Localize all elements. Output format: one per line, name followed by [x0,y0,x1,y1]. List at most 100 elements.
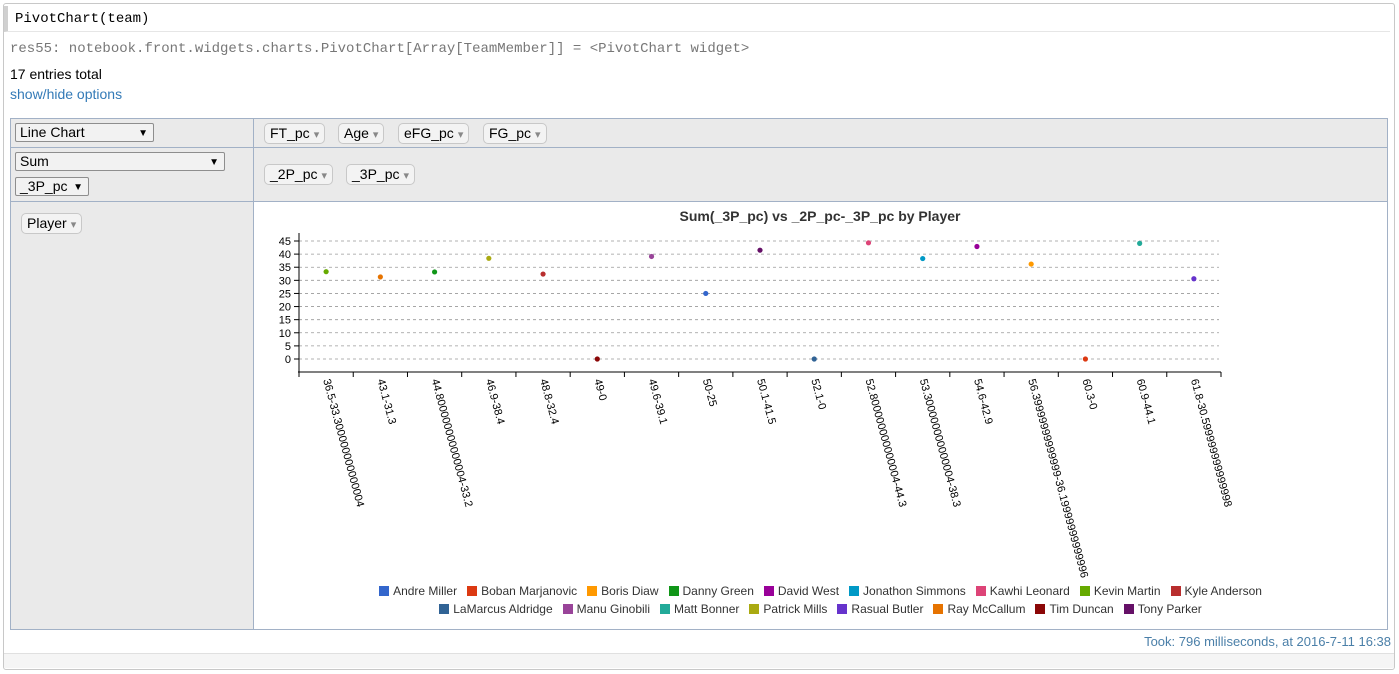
legend-item[interactable]: LaMarcus Aldridge [439,602,553,616]
legend-item[interactable]: Danny Green [668,584,754,598]
column-attributes-area: _2P_pc ▾ _3P_pc ▾ [254,148,1387,202]
attribute-pill-player[interactable]: Player ▾ [21,213,83,234]
data-point[interactable] [648,253,655,260]
legend-item[interactable]: Patrick Mills [749,602,827,616]
legend-swatch [1079,586,1090,596]
legend-item[interactable]: Tony Parker [1123,602,1202,616]
data-point[interactable] [811,356,817,362]
data-point[interactable] [431,269,438,275]
show-hide-options-link[interactable]: show/hide options [10,86,123,102]
legend-item[interactable]: Andre Miller [379,584,457,598]
x-tick-label: 43.1-31.3 [374,378,398,426]
legend-item[interactable]: Kevin Martin [1079,584,1161,598]
chart-area: Sum(_3P_pc) vs _2P_pc-_3P_pc by Player 0… [254,202,1387,629]
x-tick-label: 54.6-42.9 [971,378,995,426]
triangle-down-icon[interactable]: ▾ [321,170,328,182]
y-tick-label: 20 [279,302,291,314]
x-tick-label: 49.6-39.1 [646,378,670,426]
triangle-down-icon[interactable]: ▾ [457,129,464,141]
row-attributes-area: Player ▾ [11,202,254,629]
data-point[interactable] [920,255,926,262]
renderer-select[interactable]: Line Chart ▼ [15,123,154,142]
attribute-pill-fg-pc[interactable]: FG_pc ▾ [483,123,547,144]
data-point[interactable] [757,247,763,253]
legend-label: LaMarcus Aldridge [453,602,553,616]
legend-label: Kevin Martin [1093,584,1161,598]
legend-swatch [837,604,848,614]
legend-swatch [849,586,860,596]
legend-item[interactable]: Rasual Butler [837,602,923,616]
legend-swatch [975,586,986,596]
attribute-pill-efg-pc[interactable]: eFG_pc ▾ [398,123,470,144]
attribute-pill-age[interactable]: Age ▾ [338,123,385,144]
legend-item[interactable]: Jonathon Simmons [849,584,966,598]
y-tick-label: 35 [279,262,291,274]
x-tick-label: 53.300000000000004-38.3 [917,378,963,509]
legend-label: Boris Diaw [601,584,659,598]
data-point[interactable] [1082,356,1089,362]
legend-item[interactable]: Boban Marjanovic [467,584,577,598]
chevron-down-icon: ▼ [73,182,83,193]
x-tick-label: 46.9-38.4 [483,378,507,426]
data-point[interactable] [540,271,546,277]
legend-label: Tim Duncan [1049,602,1114,616]
triangle-down-icon[interactable]: ▾ [372,129,379,141]
legend-label: David West [777,584,840,598]
data-point[interactable] [377,274,383,280]
attribute-pill-label: eFG_pc [404,125,454,141]
y-tick-label: 5 [285,341,291,353]
cell-bottom-bar [4,653,1394,668]
x-tick-label: 49-0 [591,378,608,402]
data-point[interactable] [703,290,709,297]
triangle-down-icon[interactable]: ▾ [313,129,320,141]
x-tick-label: 52.800000000000004-44.3 [863,378,909,509]
data-point[interactable] [1191,276,1197,282]
legend-item[interactable]: David West [763,584,840,598]
aggregator-attribute-select[interactable]: _3P_pc ▼ [15,177,89,196]
data-point[interactable] [1137,240,1143,246]
y-tick-label: 0 [285,354,291,366]
legend-swatch [379,586,390,596]
y-tick-label: 15 [279,315,291,327]
attribute-pill-label: Age [344,125,369,141]
legend-label: Rasual Butler [851,602,924,616]
unused-attributes-area: FT_pc ▾ Age ▾ eFG_pc ▾ FG_pc ▾ [254,119,1387,148]
legend-swatch [660,604,671,614]
legend-item[interactable]: Manu Ginobili [562,602,650,616]
legend-swatch [1035,604,1046,614]
code-input-cell[interactable]: PivotChart(team) [4,6,1390,32]
y-tick-label: 30 [279,275,291,287]
legend-item[interactable]: Matt Bonner [660,602,739,616]
legend-swatch [467,586,478,596]
triangle-down-icon[interactable]: ▾ [535,129,541,141]
legend-item[interactable]: Boris Diaw [587,584,659,598]
legend-swatch [562,604,573,614]
legend-item[interactable]: Kawhi Leonard [975,584,1070,598]
attribute-pill-label: _3P_pc [352,166,400,182]
y-tick-label: 40 [279,249,291,261]
triangle-down-icon[interactable]: ▾ [70,219,77,231]
legend-swatch [933,604,944,614]
x-tick-label: 36.5-33.300000000000004 [320,378,366,509]
attribute-pill-3p-pc[interactable]: _3P_pc ▾ [346,164,416,185]
legend-swatch [668,586,679,596]
aggregator-select[interactable]: Sum ▼ [15,152,225,171]
legend-row: Andre Miller Boban Marjanovic Boris Diaw Da… [254,584,1387,598]
data-point[interactable] [865,240,872,246]
attribute-pill-ft-pc[interactable]: FT_pc ▾ [264,123,326,144]
data-point[interactable] [974,243,980,250]
data-point[interactable] [486,255,492,261]
triangle-down-icon[interactable]: ▾ [403,170,410,182]
legend-item[interactable]: Ray McCallum [933,602,1025,616]
data-point[interactable] [1028,261,1034,267]
data-points [323,240,1197,362]
legend-item[interactable]: Kyle Anderson [1170,584,1262,598]
attribute-pill-2p-pc[interactable]: _2P_pc ▾ [264,164,334,185]
legend-item[interactable]: Tim Duncan [1035,602,1114,616]
legend-label: Andre Miller [393,584,458,598]
data-point[interactable] [323,269,329,275]
code-text[interactable]: PivotChart(team) [15,11,150,27]
data-point[interactable] [594,356,600,362]
aggregator-attribute-value: _3P_pc [20,178,68,194]
